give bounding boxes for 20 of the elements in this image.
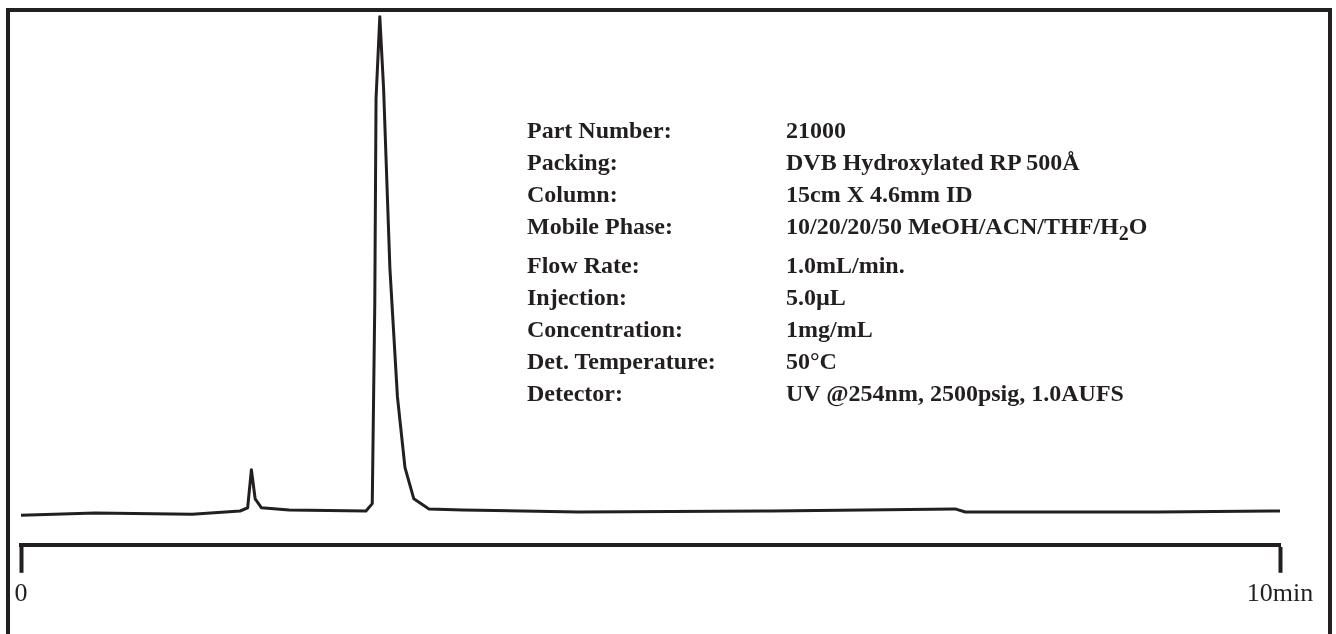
annotation: Part Number:	[527, 116, 673, 145]
annotation: Packing:	[527, 148, 619, 177]
annotation: Detector:	[527, 378, 624, 408]
annotation: 1mg/mL	[786, 314, 874, 344]
x-tick-label: 0	[14, 578, 28, 608]
annotation: Flow Rate:	[527, 250, 641, 280]
annotation: 10/20/20/50 MeOH/ACN/THF/H$_{2}$O	[786, 212, 1148, 246]
annotation: 5.0µL	[786, 282, 847, 312]
annotation: UV @254nm, 2500psig, 1.0AUFS	[786, 378, 1125, 409]
annotation: DVB Hydroxylated RP 500Å	[786, 148, 1081, 177]
annotation: Injection:	[527, 282, 628, 312]
annotation: Det. Temperature:	[527, 346, 717, 376]
annotation: Column:	[527, 180, 619, 209]
x-tick-label: 10min	[1246, 578, 1314, 608]
annotation: 50°C	[786, 346, 838, 376]
annotation: Concentration:	[527, 314, 684, 344]
annotation: Mobile Phase:	[527, 212, 674, 241]
annotation: 21000	[786, 116, 847, 145]
annotation: 15cm X 4.6mm ID	[786, 180, 974, 209]
annotation: 1.0mL/min.	[786, 250, 906, 280]
